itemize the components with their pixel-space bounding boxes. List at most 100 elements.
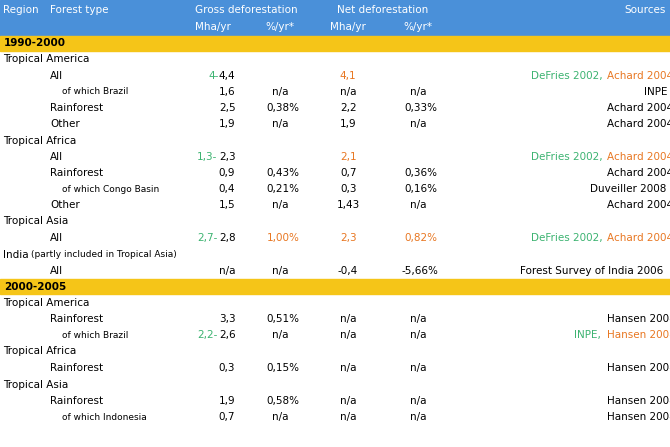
Text: n/a: n/a xyxy=(272,119,288,129)
Text: n/a: n/a xyxy=(272,200,288,210)
Text: 4,1: 4,1 xyxy=(340,71,356,81)
Text: 2,3: 2,3 xyxy=(219,152,235,162)
Text: n/a: n/a xyxy=(272,266,288,276)
Text: Mha/yr: Mha/yr xyxy=(195,22,231,32)
Bar xyxy=(0,0,670,36)
Text: Forest type: Forest type xyxy=(50,5,109,15)
Text: n/a: n/a xyxy=(410,396,426,406)
Text: 1,00%: 1,00% xyxy=(267,233,299,243)
Text: 0,38%: 0,38% xyxy=(267,103,299,113)
Text: Rainforest: Rainforest xyxy=(50,363,103,373)
Text: Achard 2004: Achard 2004 xyxy=(606,200,670,210)
Text: 1,6: 1,6 xyxy=(219,87,235,97)
Text: 0,21%: 0,21% xyxy=(267,184,299,194)
Text: Net deforestation: Net deforestation xyxy=(338,5,429,15)
Text: Hansen 2008: Hansen 2008 xyxy=(606,363,670,373)
Text: n/a: n/a xyxy=(340,412,356,422)
Text: All: All xyxy=(50,71,63,81)
Text: %/yr*: %/yr* xyxy=(265,22,295,32)
Text: Tropical Africa: Tropical Africa xyxy=(3,135,76,146)
Text: n/a: n/a xyxy=(340,396,356,406)
Text: INPE,: INPE, xyxy=(574,330,604,340)
Text: Rainforest: Rainforest xyxy=(50,314,103,324)
Text: n/a: n/a xyxy=(272,330,288,340)
Text: n/a: n/a xyxy=(340,87,356,97)
Text: 0,4: 0,4 xyxy=(219,184,235,194)
Text: 1,3-: 1,3- xyxy=(197,152,218,162)
Text: n/a: n/a xyxy=(410,412,426,422)
Text: Other: Other xyxy=(50,119,80,129)
Text: All: All xyxy=(50,233,63,243)
Text: of which Brazil: of which Brazil xyxy=(62,330,129,340)
Text: 2,5: 2,5 xyxy=(219,103,235,113)
Text: 0,82%: 0,82% xyxy=(405,233,438,243)
Text: 1,43: 1,43 xyxy=(337,200,360,210)
Text: 3,3: 3,3 xyxy=(219,314,235,324)
Text: 0,33%: 0,33% xyxy=(405,103,438,113)
Text: n/a: n/a xyxy=(410,330,426,340)
Text: 2,2: 2,2 xyxy=(340,103,356,113)
Text: 0,3: 0,3 xyxy=(340,184,356,194)
Text: -0,4: -0,4 xyxy=(337,266,358,276)
Text: 1990-2000: 1990-2000 xyxy=(4,38,66,49)
Text: n/a: n/a xyxy=(340,314,356,324)
Text: -5,66%: -5,66% xyxy=(402,266,439,276)
Text: n/a: n/a xyxy=(219,266,235,276)
Text: n/a: n/a xyxy=(410,200,426,210)
Text: 0,3: 0,3 xyxy=(219,363,235,373)
Text: 4-: 4- xyxy=(208,71,218,81)
Text: All: All xyxy=(50,152,63,162)
Text: Tropical Asia: Tropical Asia xyxy=(3,380,68,389)
Text: Hansen 2008: Hansen 2008 xyxy=(606,412,670,422)
Text: 2,1: 2,1 xyxy=(340,152,356,162)
Text: Tropical America: Tropical America xyxy=(3,298,89,308)
Text: Tropical America: Tropical America xyxy=(3,55,89,64)
Text: 2,6: 2,6 xyxy=(219,330,235,340)
Text: %/yr*: %/yr* xyxy=(403,22,433,32)
Text: All: All xyxy=(50,266,63,276)
Text: Hansen 2008: Hansen 2008 xyxy=(606,314,670,324)
Text: DeFries 2002,: DeFries 2002, xyxy=(531,233,606,243)
Text: of which Indonesia: of which Indonesia xyxy=(62,413,147,422)
Text: 0,51%: 0,51% xyxy=(267,314,299,324)
Text: Rainforest: Rainforest xyxy=(50,168,103,178)
Text: India: India xyxy=(3,249,32,260)
Text: Mha/yr: Mha/yr xyxy=(330,22,366,32)
Text: 2000-2005: 2000-2005 xyxy=(4,282,66,291)
Text: 0,7: 0,7 xyxy=(219,412,235,422)
Text: 4,4: 4,4 xyxy=(219,71,235,81)
Text: 2,8: 2,8 xyxy=(219,233,235,243)
Text: 2,3: 2,3 xyxy=(340,233,356,243)
Text: 2,7-: 2,7- xyxy=(197,233,218,243)
Text: of which Brazil: of which Brazil xyxy=(62,88,129,97)
Text: Tropical Africa: Tropical Africa xyxy=(3,346,76,357)
Text: n/a: n/a xyxy=(272,412,288,422)
Text: n/a: n/a xyxy=(340,363,356,373)
Text: 1,9: 1,9 xyxy=(219,396,235,406)
Text: Rainforest: Rainforest xyxy=(50,103,103,113)
Text: 0,58%: 0,58% xyxy=(267,396,299,406)
Text: Duveiller 2008: Duveiller 2008 xyxy=(590,184,667,194)
Text: INPE: INPE xyxy=(645,87,668,97)
Text: DeFries 2002,: DeFries 2002, xyxy=(531,152,606,162)
Text: 1,9: 1,9 xyxy=(219,119,235,129)
Bar xyxy=(0,279,670,294)
Text: 0,16%: 0,16% xyxy=(405,184,438,194)
Text: 0,7: 0,7 xyxy=(340,168,356,178)
Text: Hansen 2008: Hansen 2008 xyxy=(606,396,670,406)
Text: Sources: Sources xyxy=(624,5,666,15)
Text: Tropical Asia: Tropical Asia xyxy=(3,216,68,227)
Text: Achard 2004: Achard 2004 xyxy=(606,119,670,129)
Text: Other: Other xyxy=(50,200,80,210)
Text: Region: Region xyxy=(3,5,39,15)
Bar xyxy=(0,36,670,51)
Text: 0,43%: 0,43% xyxy=(267,168,299,178)
Text: Forest Survey of India 2006: Forest Survey of India 2006 xyxy=(520,266,663,276)
Text: Achard 2004: Achard 2004 xyxy=(606,233,670,243)
Text: Gross deforestation: Gross deforestation xyxy=(195,5,297,15)
Text: n/a: n/a xyxy=(410,87,426,97)
Text: 1,9: 1,9 xyxy=(340,119,356,129)
Text: 0,36%: 0,36% xyxy=(405,168,438,178)
Text: DeFries 2002,: DeFries 2002, xyxy=(531,71,606,81)
Text: n/a: n/a xyxy=(410,119,426,129)
